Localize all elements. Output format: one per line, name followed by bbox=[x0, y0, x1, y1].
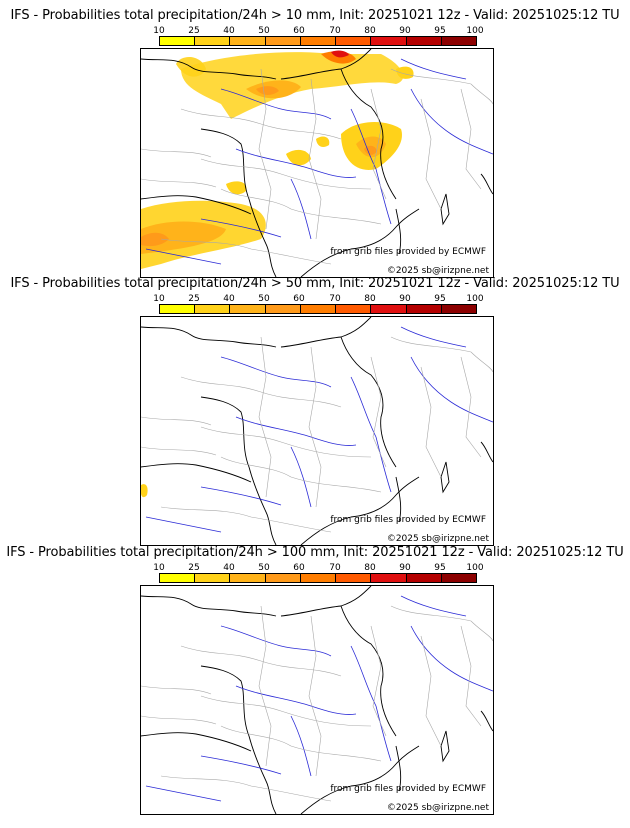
colorbar-segment bbox=[195, 574, 231, 582]
coastlines bbox=[141, 49, 493, 277]
colorbar-tick: 70 bbox=[329, 294, 341, 304]
colorbar-tick: 80 bbox=[364, 563, 376, 573]
map-panel-100mm: IFS - Probabilities total precipitation/… bbox=[0, 545, 630, 815]
colorbar-tick: 80 bbox=[364, 26, 376, 36]
colorbar-tick: 100 bbox=[466, 294, 484, 304]
map-france-10mm: from grib files provided by ECMWF ©2025 … bbox=[140, 48, 494, 278]
colorbar-segment bbox=[371, 37, 407, 45]
colorbar-tick: 60 bbox=[293, 294, 305, 304]
colorbar-segment bbox=[265, 574, 301, 582]
colorbar-tick: 70 bbox=[329, 563, 341, 573]
admin-boundaries bbox=[141, 605, 493, 802]
admin-boundaries bbox=[141, 68, 493, 265]
colorbar-segment bbox=[265, 305, 301, 313]
colorbar-segment bbox=[336, 574, 372, 582]
copyright-label: ©2025 sb@irizpne.net bbox=[387, 534, 490, 544]
colorbar-segment bbox=[371, 305, 407, 313]
colorbar-segment bbox=[441, 305, 476, 313]
colorbar-tick: 40 bbox=[223, 294, 235, 304]
copyright-label: ©2025 sb@irizpne.net bbox=[387, 803, 490, 813]
colorbar-segment bbox=[336, 37, 372, 45]
coastlines bbox=[141, 586, 493, 814]
colorbar-tick: 50 bbox=[258, 26, 270, 36]
map-france-100mm: from grib files provided by ECMWF ©2025 … bbox=[140, 585, 494, 815]
colorbar-segment bbox=[406, 574, 442, 582]
map-graphic: from grib files provided by ECMWF ©2025 … bbox=[141, 317, 493, 545]
colorbar-segment bbox=[371, 574, 407, 582]
colorbar-tick: 25 bbox=[188, 563, 200, 573]
colorbar-segment bbox=[406, 37, 442, 45]
colorbar-tick: 95 bbox=[434, 563, 446, 573]
colorbar-ticks: 10 25 40 50 60 70 80 90 95 100 bbox=[153, 563, 483, 573]
colorbar-tick: 25 bbox=[188, 26, 200, 36]
colorbar-segment bbox=[195, 37, 231, 45]
colorbar-segment bbox=[441, 574, 476, 582]
colorbar-ticks: 10 25 40 50 60 70 80 90 95 100 bbox=[153, 26, 483, 36]
colorbar bbox=[159, 36, 477, 46]
colorbar-ticks: 10 25 40 50 60 70 80 90 95 100 bbox=[153, 294, 483, 304]
colorbar-segment bbox=[230, 37, 266, 45]
colorbar-tick: 50 bbox=[258, 563, 270, 573]
panel-title: IFS - Probabilities total precipitation/… bbox=[6, 545, 624, 560]
rivers bbox=[145, 326, 493, 533]
copyright-label: ©2025 sb@irizpne.net bbox=[387, 266, 490, 276]
colorbar-tick: 60 bbox=[293, 26, 305, 36]
colorbar-segment bbox=[441, 37, 476, 45]
panel-title: IFS - Probabilities total precipitation/… bbox=[10, 8, 620, 23]
credit-label: from grib files provided by ECMWF bbox=[330, 515, 486, 525]
colorbar-tick: 100 bbox=[466, 563, 484, 573]
map-france-50mm: from grib files provided by ECMWF ©2025 … bbox=[140, 316, 494, 546]
colorbar-segment bbox=[160, 305, 196, 313]
colorbar-segment bbox=[300, 305, 337, 313]
colorbar-tick: 40 bbox=[223, 563, 235, 573]
colorbar-segment bbox=[160, 574, 196, 582]
colorbar-segment bbox=[300, 37, 337, 45]
panel-title: IFS - Probabilities total precipitation/… bbox=[10, 276, 620, 291]
colorbar-segment bbox=[300, 574, 337, 582]
colorbar-segment bbox=[336, 305, 372, 313]
colorbar-tick: 60 bbox=[293, 563, 305, 573]
colorbar-tick: 70 bbox=[329, 26, 341, 36]
map-panel-50mm: IFS - Probabilities total precipitation/… bbox=[0, 276, 630, 546]
colorbar-tick: 10 bbox=[153, 26, 165, 36]
colorbar-tick: 25 bbox=[188, 294, 200, 304]
colorbar-segment bbox=[406, 305, 442, 313]
colorbar bbox=[159, 573, 477, 583]
colorbar-segment bbox=[230, 305, 266, 313]
colorbar-tick: 100 bbox=[466, 26, 484, 36]
colorbar-tick: 95 bbox=[434, 294, 446, 304]
credit-label: from grib files provided by ECMWF bbox=[330, 784, 486, 794]
colorbar-tick: 80 bbox=[364, 294, 376, 304]
map-graphic: from grib files provided by ECMWF ©2025 … bbox=[141, 586, 493, 814]
rivers bbox=[145, 58, 493, 265]
admin-boundaries bbox=[141, 336, 493, 533]
map-graphic: from grib files provided by ECMWF ©2025 … bbox=[141, 49, 493, 277]
colorbar-tick: 90 bbox=[399, 563, 411, 573]
coastlines bbox=[141, 317, 493, 545]
colorbar-tick: 90 bbox=[399, 26, 411, 36]
colorbar-tick: 95 bbox=[434, 26, 446, 36]
precipitation-shading bbox=[141, 50, 414, 269]
colorbar-tick: 90 bbox=[399, 294, 411, 304]
colorbar-segment bbox=[195, 305, 231, 313]
colorbar bbox=[159, 304, 477, 314]
colorbar-segment bbox=[265, 37, 301, 45]
colorbar-tick: 50 bbox=[258, 294, 270, 304]
map-panel-10mm: IFS - Probabilities total precipitation/… bbox=[0, 8, 630, 278]
colorbar-segment bbox=[160, 37, 196, 45]
colorbar-tick: 10 bbox=[153, 563, 165, 573]
precipitation-shading bbox=[141, 484, 148, 498]
colorbar-tick: 40 bbox=[223, 26, 235, 36]
rivers bbox=[145, 595, 493, 802]
colorbar-tick: 10 bbox=[153, 294, 165, 304]
colorbar-segment bbox=[230, 574, 266, 582]
credit-label: from grib files provided by ECMWF bbox=[330, 247, 486, 257]
